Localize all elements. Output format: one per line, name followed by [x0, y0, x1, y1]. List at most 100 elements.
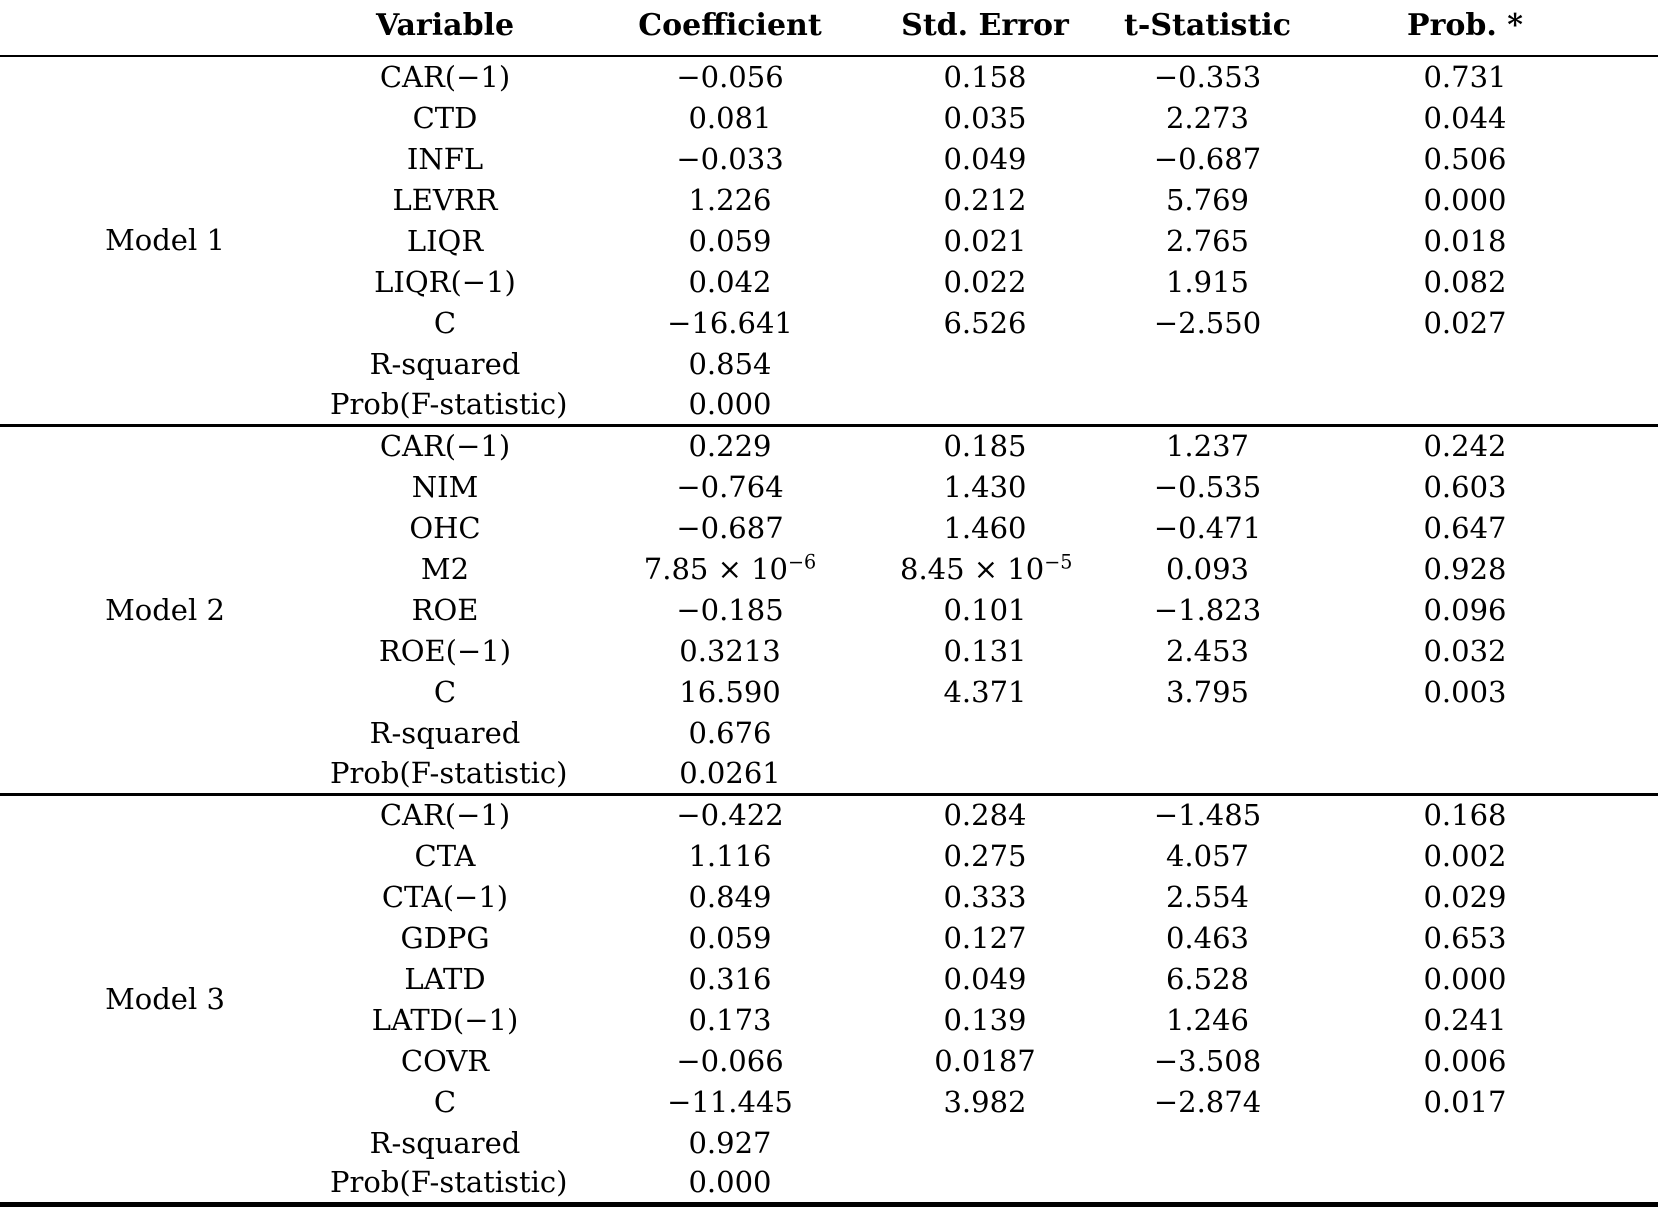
- cell-std-error: 0.021: [943, 223, 1027, 258]
- cell-prob: 0.242: [1423, 429, 1507, 464]
- cell-t-statistic: 1.237: [1165, 429, 1250, 464]
- table-row: LEVRR 1.226 0.212 5.769 0.000: [0, 179, 1658, 220]
- cell-prob: 0.168: [1423, 798, 1507, 833]
- cell-coefficient: 0.229: [688, 429, 772, 464]
- spacer-cell: [1585, 1040, 1658, 1081]
- cell-coefficient: 0.173: [688, 1002, 772, 1037]
- cell-t-statistic: 1.915: [1165, 264, 1250, 299]
- cell-t-statistic: 6.528: [1165, 961, 1250, 996]
- cell-coefficient: 16.590: [679, 674, 781, 709]
- table-header: Variable Coefficient Std. Error t-Statis…: [0, 0, 1658, 56]
- cell-t-statistic: 2.453: [1165, 633, 1250, 668]
- cell-prob: 0.096: [1423, 592, 1507, 627]
- spacer-cell: [1585, 753, 1658, 794]
- spacer-cell: [1585, 917, 1658, 958]
- table-row: M2 7.85 × 10−6 8.45 × 10−5 0.093 0.928: [0, 548, 1658, 589]
- cell-t-statistic: −2.550: [1153, 305, 1262, 340]
- table-row: CTA 1.116 0.275 4.057 0.002: [0, 835, 1658, 876]
- cell-std-error: 0.022: [943, 264, 1027, 299]
- spacer-cell: [1585, 1081, 1658, 1122]
- cell-std-error: 0.101: [943, 592, 1027, 627]
- cell-variable: R-squared: [369, 715, 521, 750]
- spacer-cell: [1585, 548, 1658, 589]
- cell-coefficient: 0.000: [688, 386, 772, 421]
- cell-t-statistic: −1.823: [1153, 592, 1262, 627]
- cell-std-error: 0.212: [943, 182, 1027, 217]
- table-row: ROE(−1) 0.3213 0.131 2.453 0.032: [0, 630, 1658, 671]
- cell-prob: 0.029: [1423, 879, 1507, 914]
- cell-coefficient: 0.081: [688, 100, 772, 135]
- spacer-cell: [1585, 794, 1658, 835]
- cell-coefficient: −0.033: [676, 141, 784, 176]
- cell-variable: CAR(−1): [379, 429, 511, 464]
- header-row: Variable Coefficient Std. Error t-Statis…: [0, 0, 1658, 56]
- header-coefficient: Coefficient: [638, 8, 822, 43]
- cell-std-error: 3.982: [943, 1084, 1027, 1119]
- header-right-spacer: [1585, 0, 1658, 56]
- spacer-cell: [1585, 466, 1658, 507]
- cell-std-error: 6.526: [943, 305, 1027, 340]
- cell-std-error: [900, 1122, 1070, 1163]
- cell-coefficient: 1.226: [688, 182, 772, 217]
- table-row: C −16.641 6.526 −2.550 0.027: [0, 302, 1658, 343]
- spacer-cell: [1585, 302, 1658, 343]
- cell-std-error: [900, 753, 1070, 794]
- cell-prob: 0.006: [1423, 1043, 1507, 1078]
- cell-t-statistic: [1070, 1122, 1345, 1163]
- cell-t-statistic: 1.246: [1165, 1002, 1250, 1037]
- cell-std-error: 0.049: [943, 961, 1027, 996]
- cell-std-error: [900, 712, 1070, 753]
- cell-variable: ROE(−1): [378, 633, 512, 668]
- cell-prob: 0.653: [1423, 920, 1507, 955]
- cell-prob: [1345, 343, 1585, 384]
- cell-t-statistic: 2.273: [1165, 100, 1250, 135]
- table-row: ROE −0.185 0.101 −1.823 0.096: [0, 589, 1658, 630]
- model-section-2: Model 2 CAR(−1) 0.229 0.185 1.237 0.242 NIM −0.…: [0, 425, 1658, 794]
- cell-prob: 0.731: [1423, 60, 1507, 94]
- cell-variable: LIQR: [406, 223, 484, 258]
- spacer-cell: [1585, 671, 1658, 712]
- cell-t-statistic: −0.535: [1153, 469, 1262, 504]
- cell-t-statistic: −0.687: [1153, 141, 1262, 176]
- cell-std-error: 0.333: [943, 879, 1027, 914]
- cell-std-error: 0.127: [943, 920, 1027, 955]
- cell-prob: 0.017: [1423, 1084, 1507, 1119]
- cell-t-statistic: −2.874: [1153, 1084, 1262, 1119]
- cell-variable: ROE: [411, 592, 479, 627]
- table-row: COVR −0.066 0.0187 −3.508 0.006: [0, 1040, 1658, 1081]
- cell-coefficient: 0.059: [688, 223, 772, 258]
- spacer-cell: [1585, 138, 1658, 179]
- cell-variable: CTD: [412, 100, 478, 135]
- cell-t-statistic: −3.508: [1153, 1043, 1262, 1078]
- cell-prob: 0.000: [1423, 961, 1507, 996]
- cell-std-error: 1.460: [943, 510, 1027, 545]
- cell-variable: Prob(F-statistic): [330, 755, 568, 790]
- cell-prob: 0.032: [1423, 633, 1507, 668]
- header-variable: Variable: [375, 8, 515, 43]
- cell-coefficient: 1.116: [688, 838, 772, 873]
- exponent: −6: [788, 549, 817, 573]
- cell-t-statistic: [1070, 1163, 1345, 1204]
- cell-prob: 0.003: [1423, 674, 1507, 709]
- cell-variable: CTA: [414, 838, 476, 873]
- spacer-cell: [1585, 589, 1658, 630]
- spacer-cell: [1585, 958, 1658, 999]
- spacer-cell: [1585, 425, 1658, 466]
- table-row: NIM −0.764 1.430 −0.535 0.603: [0, 466, 1658, 507]
- cell-coefficient: −11.445: [667, 1084, 793, 1119]
- spacer-cell: [1585, 179, 1658, 220]
- cell-prob: 0.082: [1423, 264, 1507, 299]
- cell-coefficient: −0.185: [676, 592, 784, 627]
- table-row: C 16.590 4.371 3.795 0.003: [0, 671, 1658, 712]
- cell-prob: 0.018: [1423, 223, 1507, 258]
- cell-coefficient: 0.854: [688, 346, 772, 381]
- cell-std-error: [900, 343, 1070, 384]
- model-section-1: Model 1 CAR(−1) −0.056 0.158 −0.353 0.731 CTD 0…: [0, 56, 1658, 425]
- header-std-error: Std. Error: [901, 8, 1069, 43]
- cell-prob: 0.002: [1423, 838, 1507, 873]
- cell-prob: 0.241: [1423, 1002, 1507, 1037]
- table-row: CTA(−1) 0.849 0.333 2.554 0.029: [0, 876, 1658, 917]
- cell-variable: C: [433, 674, 457, 709]
- cell-prob: 0.000: [1423, 182, 1507, 217]
